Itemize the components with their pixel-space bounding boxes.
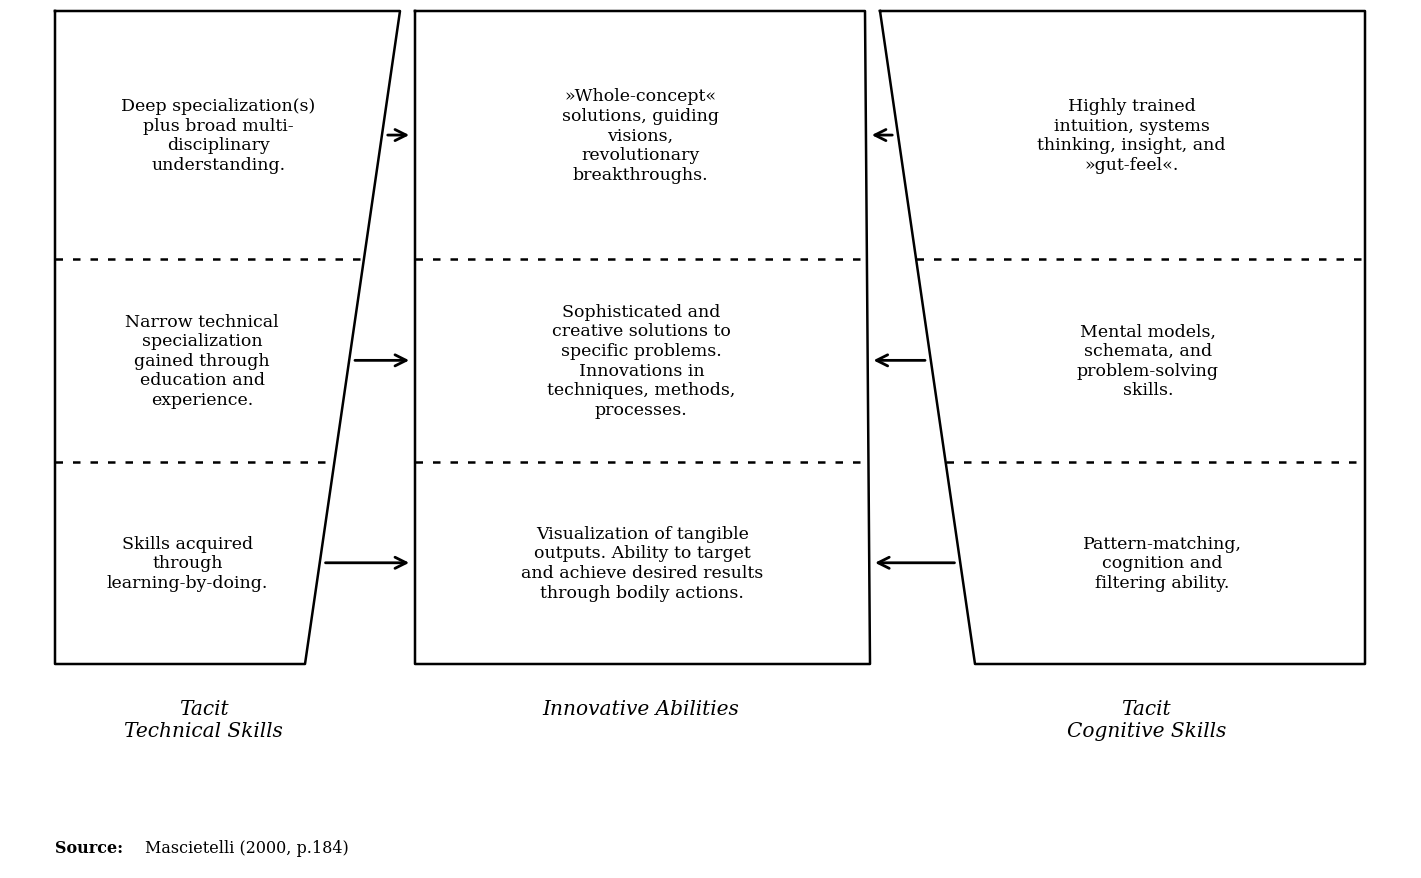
Text: Narrow technical
specialization
gained through
education and
experience.: Narrow technical specialization gained t… [125, 313, 279, 408]
Text: Tacit
Technical Skills: Tacit Technical Skills [124, 699, 283, 740]
Text: Source:: Source: [55, 839, 124, 856]
Text: Pattern-matching,
cognition and
filtering ability.: Pattern-matching, cognition and filterin… [1083, 535, 1242, 591]
Text: Mascietelli (2000, p.184): Mascietelli (2000, p.184) [145, 839, 348, 856]
Text: Mental models,
schemata, and
problem-solving
skills.: Mental models, schemata, and problem-sol… [1077, 323, 1219, 399]
Text: Tacit
Cognitive Skills: Tacit Cognitive Skills [1067, 699, 1226, 740]
Text: Sophisticated and
creative solutions to
specific problems.
Innovations in
techni: Sophisticated and creative solutions to … [547, 304, 736, 419]
Text: Skills acquired
through
learning-by-doing.: Skills acquired through learning-by-doin… [107, 535, 269, 591]
Text: Deep specialization(s)
plus broad multi-
disciplinary
understanding.: Deep specialization(s) plus broad multi-… [121, 98, 315, 174]
Text: Innovative Abilities: Innovative Abilities [543, 699, 740, 718]
Text: Highly trained
intuition, systems
thinking, insight, and
»gut-feel«.: Highly trained intuition, systems thinki… [1037, 98, 1226, 174]
Text: Visualization of tangible
outputs. Ability to target
and achieve desired results: Visualization of tangible outputs. Abili… [522, 525, 763, 601]
Text: »Whole-concept«
solutions, guiding
visions,
revolutionary
breakthroughs.: »Whole-concept« solutions, guiding visio… [561, 89, 719, 184]
